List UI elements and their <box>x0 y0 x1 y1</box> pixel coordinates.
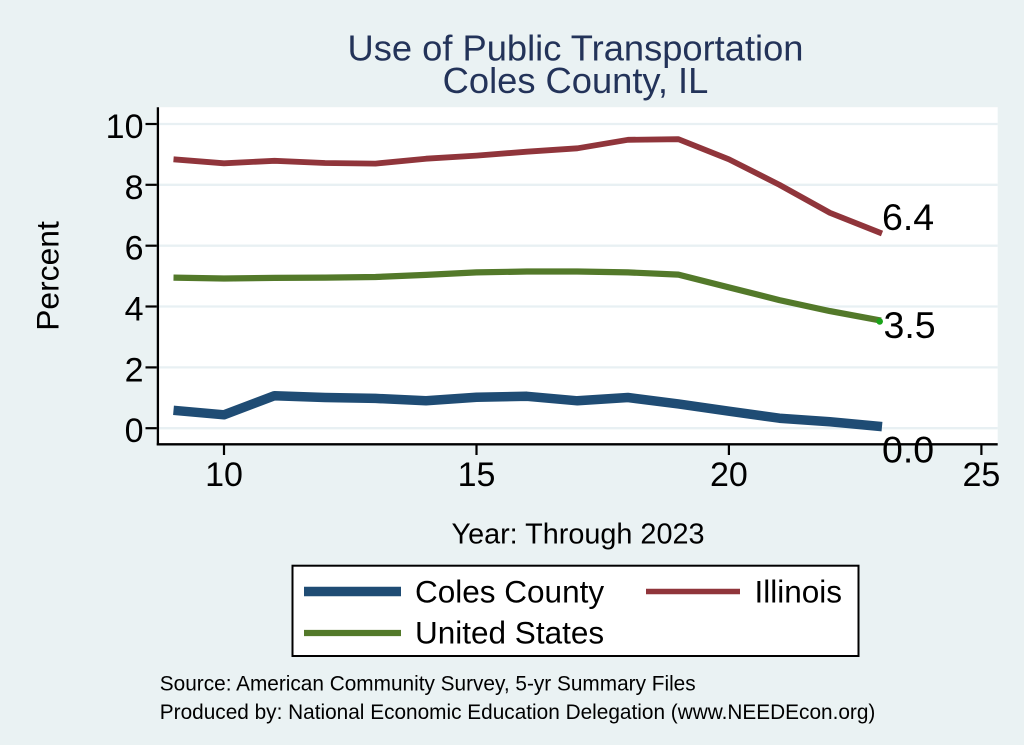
svg-text:Source: American Community Sur: Source: American Community Survey, 5-yr … <box>160 673 696 696</box>
svg-text:4: 4 <box>125 291 144 329</box>
svg-text:10: 10 <box>205 456 243 494</box>
svg-text:Coles County: Coles County <box>415 574 604 610</box>
svg-text:10: 10 <box>106 108 144 146</box>
svg-text:25: 25 <box>962 456 1000 494</box>
svg-text:0: 0 <box>125 412 144 450</box>
svg-text:Illinois: Illinois <box>755 574 843 610</box>
svg-text:15: 15 <box>458 456 496 494</box>
svg-text:2: 2 <box>125 351 144 389</box>
svg-text:Produced by: National Economic: Produced by: National Economic Education… <box>160 701 876 724</box>
svg-text:Coles County, IL: Coles County, IL <box>443 60 709 101</box>
svg-text:6: 6 <box>125 230 144 268</box>
svg-text:8: 8 <box>125 169 144 207</box>
svg-text:United States: United States <box>415 615 604 651</box>
svg-text:Year: Through 2023: Year: Through 2023 <box>452 519 705 551</box>
svg-text:20: 20 <box>710 456 748 494</box>
svg-text:0.0: 0.0 <box>882 429 934 471</box>
svg-text:Percent: Percent <box>30 221 66 331</box>
svg-text:6.4: 6.4 <box>882 196 934 238</box>
svg-text:3.5: 3.5 <box>884 304 936 346</box>
svg-text:Use of Public Transportation: Use of Public Transportation <box>348 27 804 68</box>
